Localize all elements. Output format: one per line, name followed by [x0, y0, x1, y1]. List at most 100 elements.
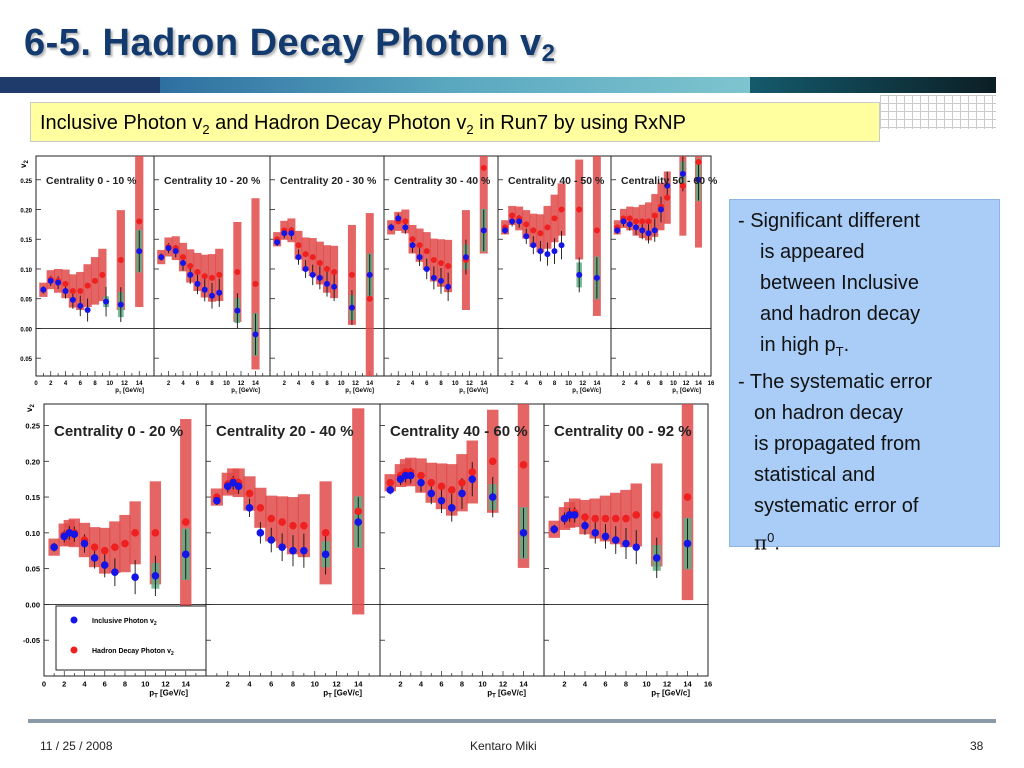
decay-point [537, 230, 544, 237]
chart-narrow-centrality-bins: v2 0.25 0.20 0.15 0.10 0.05 0.00 -0.05 0 2 4 6 8 10 12… [20, 155, 718, 395]
centrality-label: Centrality 0 - 10 % [46, 175, 137, 187]
decay-point [651, 212, 658, 219]
inclusive-point [288, 230, 295, 237]
centrality-label: Centrality 10 - 20 % [164, 175, 261, 187]
y-tick-label: 0.05 [25, 565, 40, 574]
x-tick-label: 8 [659, 381, 663, 387]
note-line: π0. [754, 530, 780, 555]
inclusive-point [348, 304, 355, 311]
x-tick-label: 14 [354, 680, 363, 689]
panel-6: 2 4 6 8 10 12 14 16 pT [GeV/c] Centrality 50 - 60… [610, 155, 718, 395]
inclusive-point [516, 218, 523, 225]
decay-point [480, 164, 487, 171]
decay-point [302, 251, 309, 258]
x-tick-label: 16 [708, 381, 715, 387]
inclusive-point [591, 529, 600, 537]
decay-point [652, 511, 661, 519]
decay-point [633, 218, 639, 225]
inclusive-point [633, 224, 639, 231]
x-tick-label: 2 [510, 381, 514, 387]
decay-point [437, 482, 446, 491]
x-tick-label: 10 [106, 381, 113, 387]
x-tick-label: 8 [439, 381, 443, 387]
inclusive-point [468, 475, 477, 483]
x-tick-label: 6 [647, 381, 651, 387]
x-tick-label: 14 [695, 381, 702, 387]
inclusive-point [55, 279, 62, 286]
chart-wide-centrality-bins: v2 0.25 0.20 0.15 0.10 0.05 0.00 -0.05 0 2 4 6 8 10 12… [23, 403, 712, 700]
inclusive-point [331, 283, 338, 290]
x-tick-label: 2 [398, 680, 402, 689]
x-tick-label: 4 [82, 680, 87, 689]
inclusive-point [570, 511, 579, 519]
panel-frame [379, 403, 545, 677]
inclusive-point [645, 230, 652, 237]
inclusive-point [423, 265, 430, 272]
decay-point [348, 271, 355, 278]
decay-point [679, 182, 686, 189]
y-tick-label: 0.25 [25, 421, 40, 430]
inclusive-point [158, 254, 165, 261]
inclusive-point [652, 554, 661, 562]
inclusive-point [658, 206, 664, 213]
decay-point [354, 507, 363, 516]
decay-point [100, 546, 109, 555]
x-tick-label: 10 [670, 381, 677, 387]
inclusive-point [402, 224, 409, 231]
x-tick-label: 4 [525, 381, 529, 387]
header-bar-dark [0, 77, 160, 93]
legend-label: Hadron Decay Photon v2 [92, 648, 174, 657]
decay-point [151, 529, 160, 537]
y-tick-label: 0.20 [20, 209, 32, 215]
decay-point [366, 295, 373, 302]
inclusive-point [103, 298, 110, 305]
inclusive-point [111, 568, 119, 577]
inclusive-point [117, 301, 124, 308]
decay-point [187, 263, 194, 269]
x-tick-label: 4 [411, 381, 415, 387]
decay-point [591, 514, 600, 523]
x-tick-label: 12 [466, 381, 473, 387]
decay-point [111, 543, 119, 551]
centrality-label: Centrality 0 - 20 % [54, 423, 183, 440]
inclusive-point [614, 227, 621, 234]
inclusive-point [100, 561, 109, 569]
note-line: is appeared [760, 241, 865, 263]
decay-point [622, 514, 630, 523]
x-axis-label: pT [GeV/c] [672, 388, 701, 395]
inclusive-point [300, 546, 308, 555]
inclusive-point [70, 530, 79, 539]
inclusive-point [430, 274, 437, 281]
x-tick-label: 6 [603, 680, 607, 689]
decay-point [544, 224, 551, 231]
decay-point [245, 489, 254, 498]
y-tick-label: 0.10 [25, 529, 40, 538]
decay-point [117, 257, 124, 264]
y-axis-label: v2 [25, 404, 36, 412]
x-tick-label: 6 [539, 381, 543, 387]
x-tick-label: 2 [562, 680, 566, 689]
decay-point [180, 254, 186, 261]
inclusive-point [593, 274, 600, 281]
inclusive-point [295, 254, 302, 261]
x-tick-label: 8 [460, 680, 464, 689]
inclusive-point [462, 254, 469, 261]
header-grid-decoration [880, 95, 996, 129]
decay-point [626, 215, 633, 222]
inclusive-point [502, 227, 509, 234]
inclusive-point [316, 274, 323, 281]
y-tick-label: 0.15 [20, 238, 32, 244]
decay-sys-box [679, 156, 687, 236]
y-tick-label: 0.05 [20, 298, 32, 304]
x-tick-label: 8 [291, 680, 295, 689]
centrality-label: Centrality 50 - 60 % [621, 175, 718, 187]
inclusive-point [601, 532, 610, 541]
note-line: and hadron decay [760, 303, 921, 325]
x-tick-label: 4 [634, 381, 638, 387]
inclusive-point [245, 503, 254, 512]
y-tick-label: 0.20 [25, 457, 40, 466]
centrality-label: Centrality 20 - 30 % [280, 175, 377, 187]
y-tick-label: -0.05 [23, 636, 40, 645]
